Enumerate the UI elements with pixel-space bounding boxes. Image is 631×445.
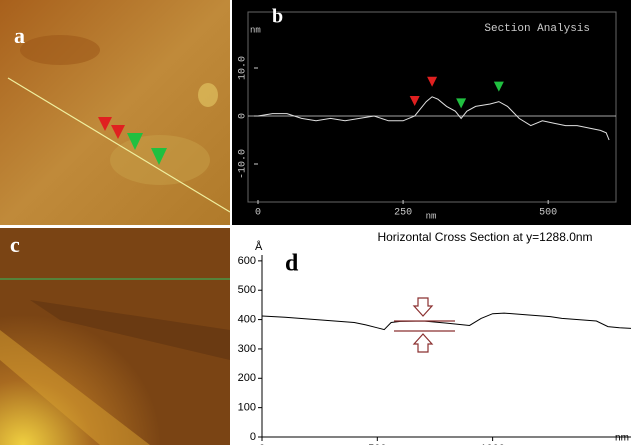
panel-label: d: [285, 251, 299, 277]
chart-background: [232, 228, 631, 445]
marker: [456, 98, 467, 109]
d-annotation: [394, 297, 455, 353]
marker: [493, 81, 504, 92]
y-unit: Å: [255, 240, 263, 253]
marker: [409, 96, 420, 106]
y-tick-label: -10.0: [238, 149, 249, 179]
texture: [30, 300, 230, 360]
panel-label: a: [14, 23, 25, 48]
y-unit: nm: [250, 25, 261, 35]
panel-label: c: [10, 232, 20, 257]
texture: [0, 330, 150, 445]
marker: [427, 76, 438, 87]
chart-title: Horizontal Cross Section at y=1288.0nm: [377, 230, 592, 244]
chart-title: Section Analysis: [484, 23, 590, 35]
profile-line: [257, 96, 610, 141]
x-tick-label: 500: [368, 443, 386, 445]
texture: [198, 83, 218, 107]
section-line: [7, 77, 231, 213]
panel-label: b: [272, 6, 283, 28]
marker: [151, 148, 167, 165]
y-tick-label: 200: [238, 372, 256, 384]
y-tick-label: 0: [250, 431, 256, 443]
x-tick-label: 1000: [480, 443, 504, 445]
panel-c: c: [0, 228, 230, 445]
marker: [98, 117, 112, 131]
marker: [127, 133, 143, 150]
y-tick-label: 100: [238, 402, 256, 414]
x-tick-label: 0: [255, 208, 261, 219]
y-tick-label: 600: [238, 255, 256, 267]
x-axis-label: nm: [615, 433, 629, 444]
y-tick-label: 500: [238, 284, 256, 296]
x-axis-label: nm: [426, 211, 437, 221]
y-tick-label: 10.0: [238, 56, 249, 80]
profile-line: [261, 312, 631, 331]
x-tick-label: 250: [394, 208, 412, 219]
y-tick-label: 300: [238, 343, 256, 355]
x-tick-label: 0: [259, 443, 265, 445]
chart: -10.0 0 10.0 0 250 500 b Section Analysis nm nm: [232, 0, 631, 225]
y-tick-label: 400: [238, 313, 256, 325]
plot-frame: [247, 11, 617, 203]
marker: [111, 125, 125, 139]
y-tick-label: 0: [238, 113, 249, 119]
chart: 0 100 200 300 400 500 600 0 500 1000 Horizontal Cr…: [232, 228, 631, 445]
x-tick-label: 500: [539, 208, 557, 219]
texture: [20, 35, 100, 65]
chart-background: [232, 0, 631, 225]
panel-a: a: [0, 0, 231, 225]
